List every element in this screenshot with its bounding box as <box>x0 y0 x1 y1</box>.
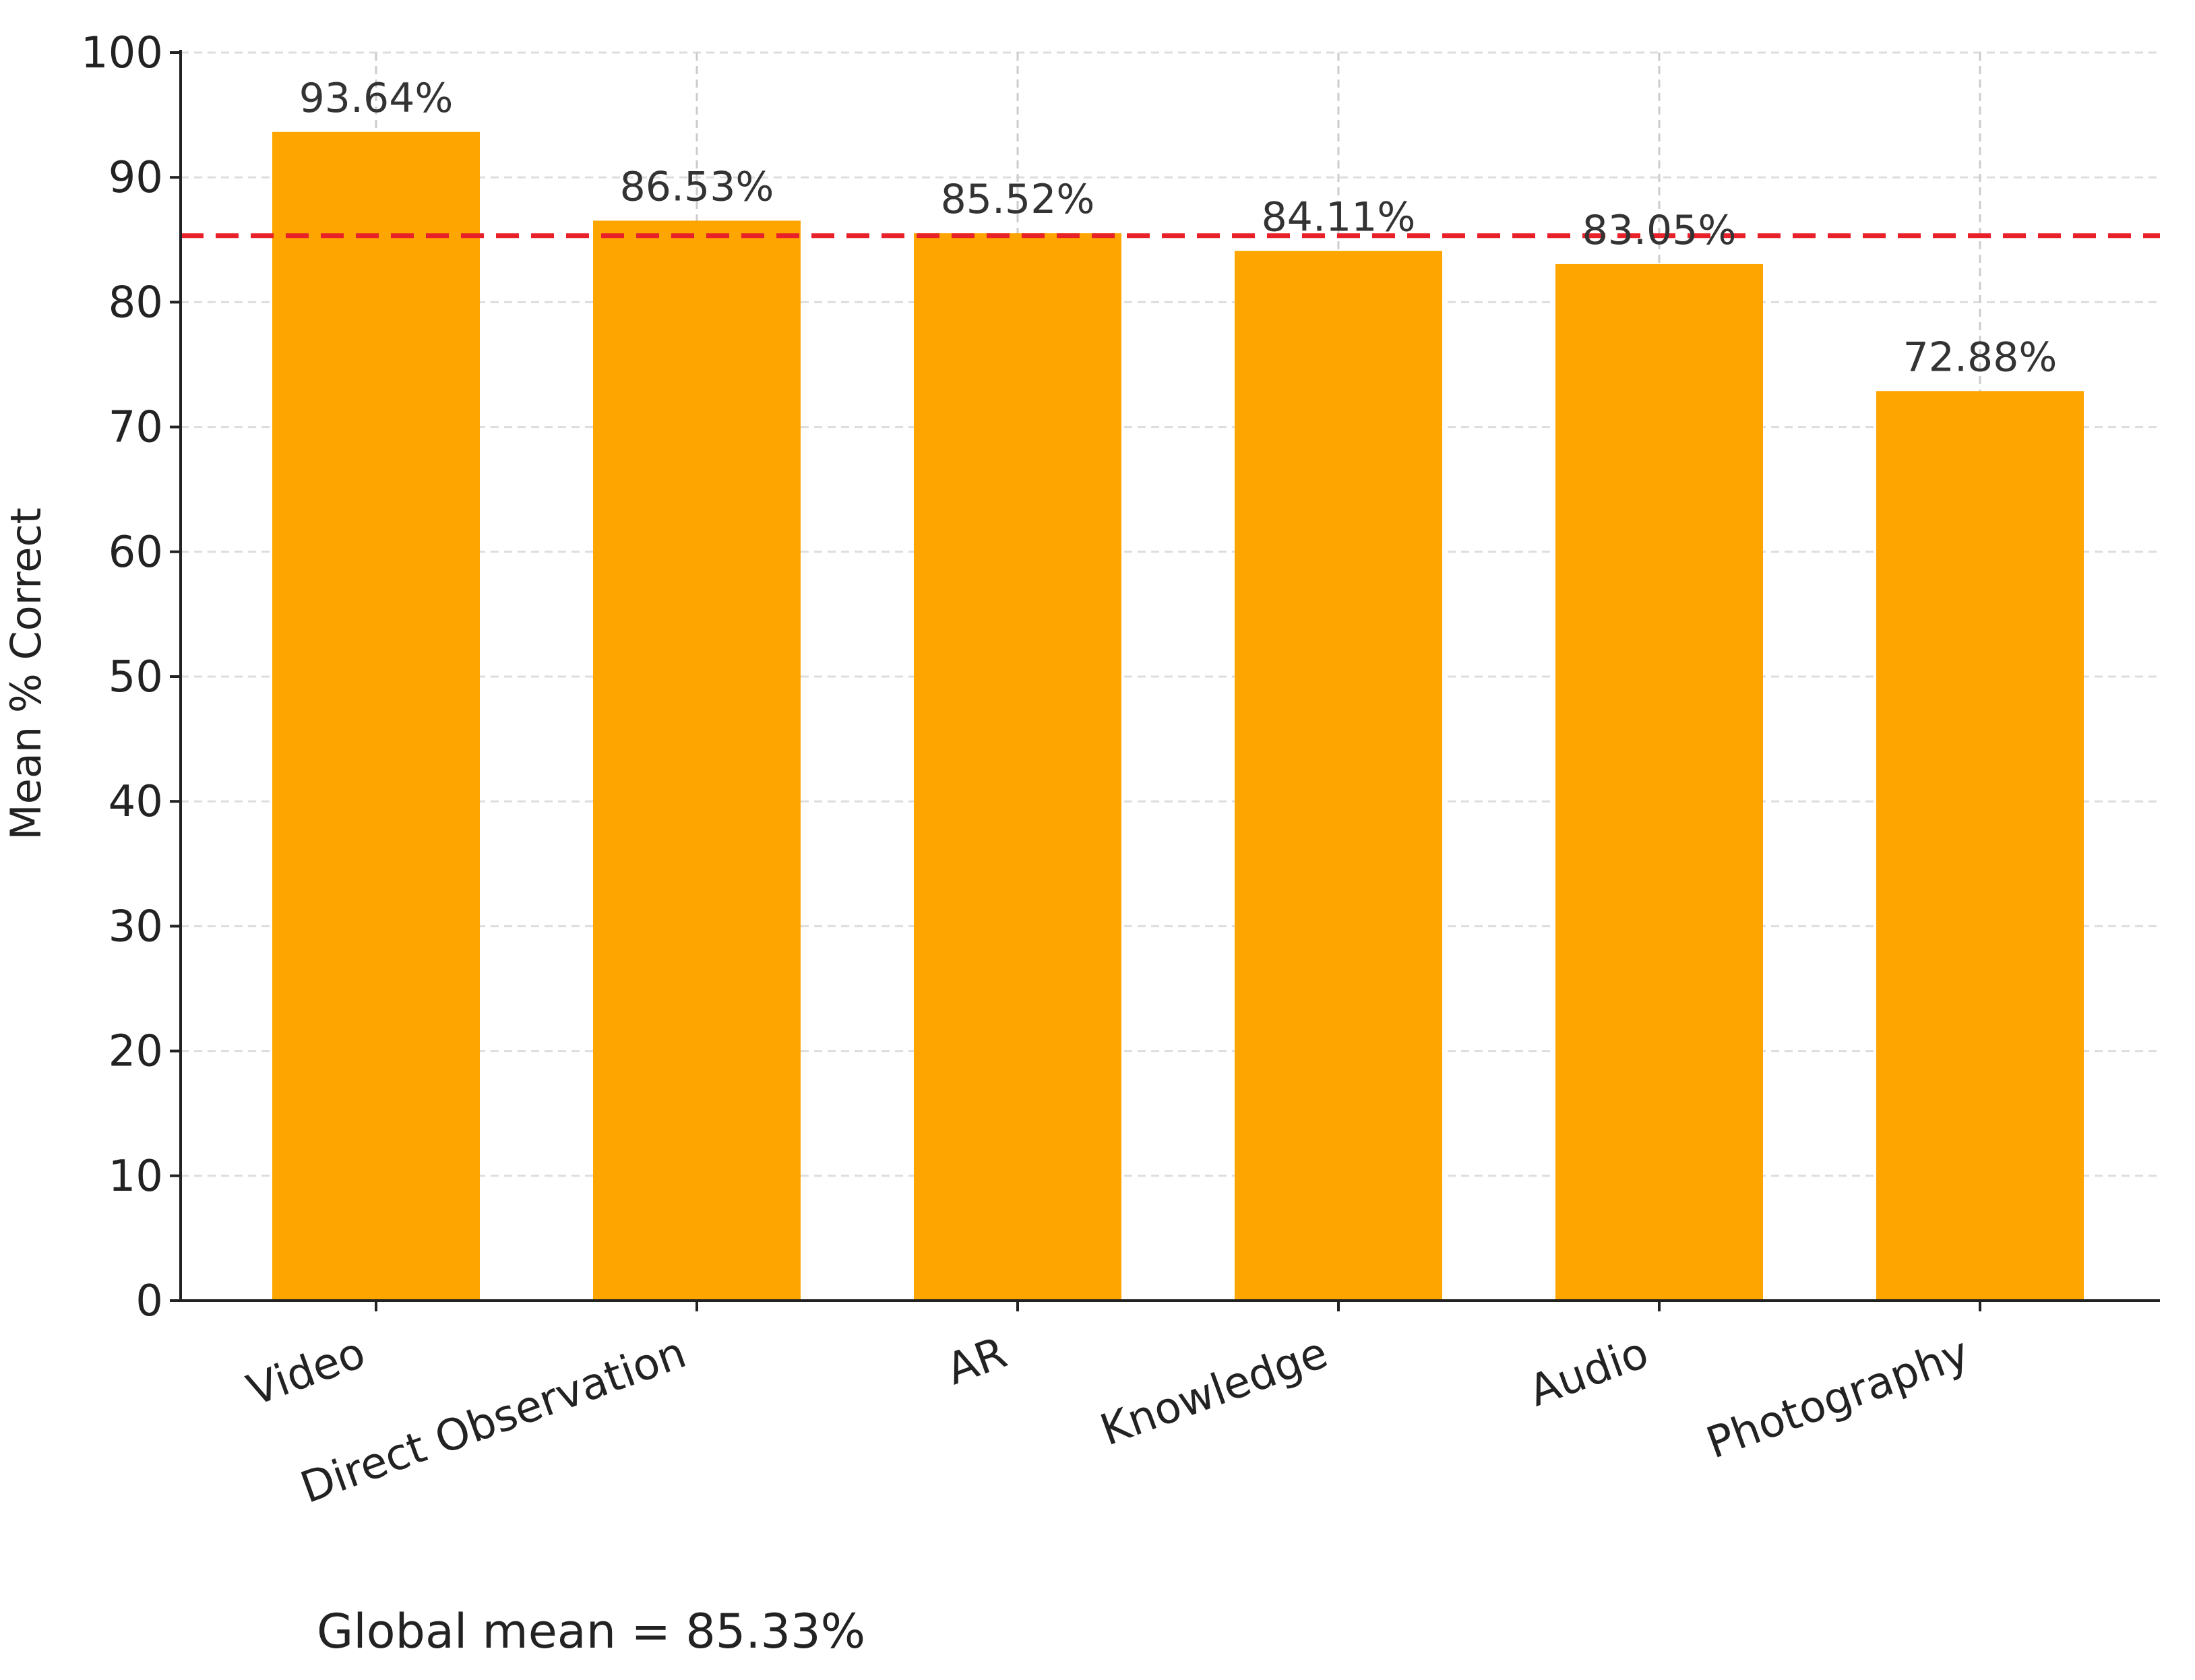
axes <box>170 50 2160 1311</box>
y-tick-label: 60 <box>109 528 163 578</box>
global-mean-footnote: Global mean = 85.33% <box>317 1604 865 1659</box>
y-tick-label: 10 <box>109 1152 163 1202</box>
bar <box>1235 251 1442 1301</box>
y-tick-label: 0 <box>135 1276 163 1326</box>
bar-value-label: 84.11% <box>1262 193 1416 241</box>
y-tick-label: 100 <box>81 28 163 78</box>
bar-value-label: 85.52% <box>941 176 1095 223</box>
y-axis-label: Mean % Correct <box>1 507 51 840</box>
bar <box>914 233 1121 1301</box>
y-tick-label: 70 <box>109 403 163 453</box>
x-tick-label: AR <box>940 1328 1013 1395</box>
y-tick-label: 80 <box>109 278 163 328</box>
bar <box>1555 263 1763 1301</box>
bar-value-label: 86.53% <box>620 163 774 210</box>
y-tick-label: 30 <box>109 902 163 952</box>
bar-value-label: 93.64% <box>299 75 454 122</box>
bar <box>593 220 801 1301</box>
y-tick-label: 50 <box>109 652 163 702</box>
x-tick-label: Knowledge <box>1094 1328 1334 1456</box>
y-tick-label: 90 <box>109 153 163 203</box>
bar-value-label: 72.88% <box>1903 334 2058 381</box>
bar <box>272 131 480 1301</box>
x-tick-label: Video <box>241 1328 372 1416</box>
bar-value-label: 83.05% <box>1582 207 1737 254</box>
x-tick-label: Photography <box>1700 1328 1975 1468</box>
x-tick-label: Audio <box>1522 1328 1655 1417</box>
y-tick-label: 20 <box>109 1027 163 1077</box>
bars <box>272 131 2084 1301</box>
bar <box>1876 391 2084 1301</box>
y-tick-label: 40 <box>109 777 163 827</box>
